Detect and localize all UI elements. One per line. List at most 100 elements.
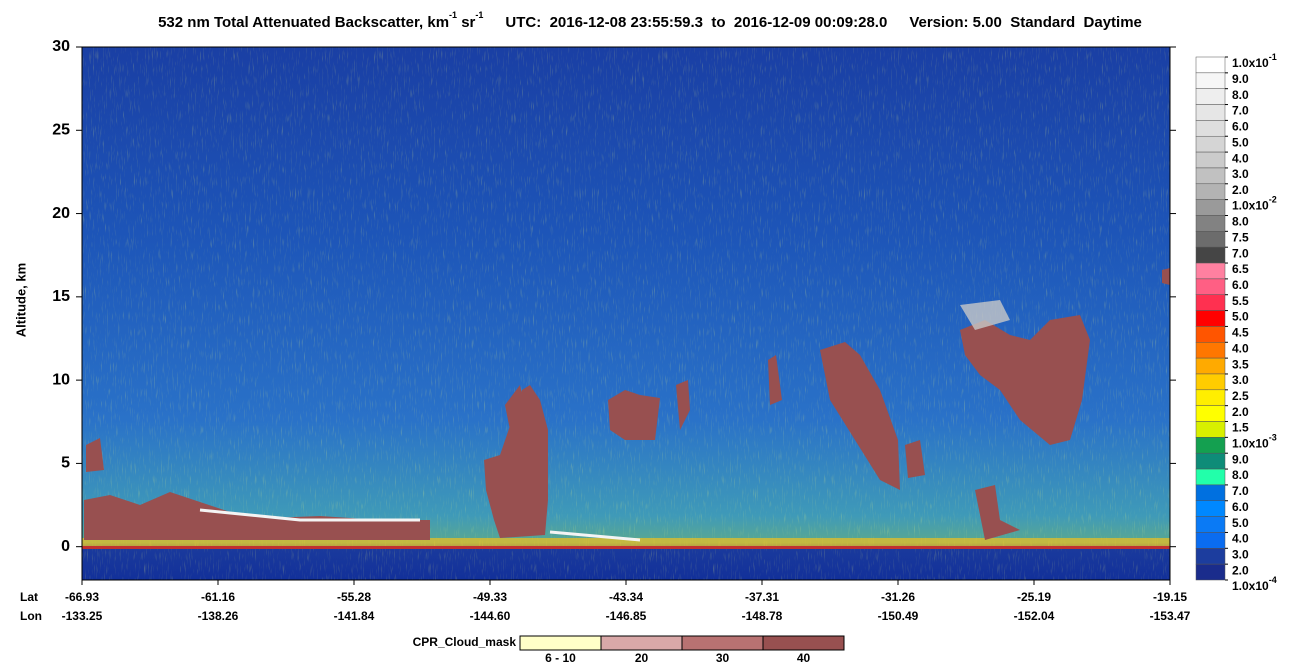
- colorbar-label: 3.0: [1232, 547, 1249, 561]
- colorbar-label-base: 1.0x10: [1232, 579, 1269, 593]
- colorbar-swatch: [1195, 120, 1226, 137]
- colorbar-swatch: [1195, 56, 1226, 74]
- x-tick-label: -43.34: [609, 590, 643, 604]
- mask-legend-value: 20: [635, 651, 649, 665]
- colorbar-label: 4.0: [1232, 341, 1249, 355]
- x-tick-label: -146.85: [606, 609, 647, 623]
- colorbar-label: 4.0: [1232, 532, 1249, 546]
- colorbar-label: 4.5: [1232, 326, 1249, 340]
- y-tick-label: 30: [52, 38, 70, 55]
- x-tick-label: -61.16: [201, 590, 235, 604]
- y-tick-label: 20: [52, 205, 70, 222]
- colorbar-label: 1.0x10-3: [1232, 433, 1277, 451]
- chart-title: 532 nm Total Attenuated Backscatter, km-…: [158, 10, 1142, 31]
- colorbar-swatch: [1195, 215, 1226, 232]
- colorbar-label: 8.0: [1232, 215, 1249, 229]
- backscatter-field: [82, 47, 1170, 580]
- mask-legend-swatch: [519, 635, 602, 651]
- colorbar-swatch: [1195, 310, 1226, 327]
- colorbar-swatch: [1195, 135, 1226, 153]
- colorbar-label: 5.0: [1232, 310, 1249, 324]
- y-tick-label: 15: [52, 288, 70, 305]
- colorbar-swatch: [1195, 484, 1226, 502]
- mask-legend-swatch: [600, 635, 683, 651]
- colorbar-label: 1.5: [1232, 421, 1249, 435]
- colorbar-label-exp: -3: [1269, 433, 1277, 443]
- colorbar-swatch: [1195, 199, 1226, 216]
- colorbar-label: 2.0: [1232, 405, 1249, 419]
- colorbar-swatch: [1195, 88, 1226, 105]
- x-tick-label: -141.84: [334, 609, 375, 623]
- colorbar-label: 4.0: [1232, 151, 1249, 165]
- colorbar-label: 3.5: [1232, 357, 1249, 371]
- colorbar-swatch: [1195, 104, 1226, 121]
- y-tick-label: 25: [52, 122, 70, 139]
- mask-legend-value: 30: [716, 651, 730, 665]
- colorbar-swatch: [1195, 452, 1226, 470]
- colorbar-label: 6.0: [1232, 500, 1249, 514]
- colorbar-swatch: [1195, 183, 1226, 200]
- x-tick-label: -144.60: [470, 609, 511, 623]
- colorbar-label: 6.5: [1232, 262, 1249, 276]
- colorbar-swatch: [1195, 373, 1226, 391]
- colorbar-label: 2.0: [1232, 563, 1249, 577]
- y-tick-label: 5: [61, 455, 70, 472]
- colorbar-label-exp: -2: [1269, 195, 1277, 205]
- colorbar-swatch: [1195, 548, 1226, 565]
- colorbar-label: 8.0: [1232, 88, 1249, 102]
- colorbar-label: 9.0: [1232, 452, 1249, 466]
- x-tick-label: -148.78: [742, 609, 783, 623]
- colorbar-label: 5.0: [1232, 516, 1249, 530]
- colorbar-label: 7.0: [1232, 484, 1249, 498]
- colorbar-label: 5.5: [1232, 294, 1249, 308]
- x-tick-label: -133.25: [62, 609, 103, 623]
- colorbar-label-exp: -4: [1269, 575, 1277, 585]
- colorbar-swatch: [1195, 342, 1226, 359]
- x-tick-label: -19.15: [1153, 590, 1187, 604]
- x-tick-label: -152.04: [1014, 609, 1055, 623]
- colorbar-swatch: [1195, 437, 1226, 454]
- x-tick-label: -138.26: [198, 609, 239, 623]
- colorbar-swatch: [1195, 72, 1226, 89]
- colorbar-label: 1.0x10-1: [1232, 52, 1277, 70]
- mask-legend-swatch: [681, 635, 764, 651]
- colorbar-label: 2.5: [1232, 389, 1249, 403]
- mask-legend-value: 40: [797, 651, 811, 665]
- colorbar-label: 7.0: [1232, 104, 1249, 118]
- y-tick-label: 10: [52, 371, 70, 388]
- colorbar-label-base: 1.0x10: [1232, 56, 1269, 70]
- colorbar-swatch: [1195, 151, 1226, 169]
- colorbar-swatch: [1195, 167, 1226, 185]
- y-axis-label: Altitude, km: [13, 263, 28, 337]
- colorbar-label-base: 1.0x10: [1232, 199, 1269, 213]
- x-tick-label: -153.47: [1150, 609, 1191, 623]
- colorbar-swatch: [1195, 231, 1226, 248]
- x-tick-label: -49.33: [473, 590, 507, 604]
- x-row-name: Lon: [20, 609, 42, 623]
- colorbar-label: 6.0: [1232, 278, 1249, 292]
- colorbar-swatch: [1195, 326, 1226, 343]
- x-tick-label: -55.28: [337, 590, 371, 604]
- colorbar-swatch: [1195, 516, 1226, 533]
- colorbar-swatch: [1195, 357, 1226, 375]
- mask-legend-value: 6 - 10: [545, 651, 576, 665]
- x-tick-label: -31.26: [881, 590, 915, 604]
- cloud-mask-shapes: [84, 268, 1170, 540]
- mask-legend-swatch: [762, 635, 845, 651]
- colorbar-swatch: [1195, 421, 1226, 438]
- x-tick-label: -37.31: [745, 590, 779, 604]
- colorbar-swatch: [1195, 500, 1226, 517]
- colorbar-label: 6.0: [1232, 120, 1249, 134]
- colorbar-swatch: [1195, 532, 1226, 549]
- colorbar-swatch: [1195, 294, 1226, 311]
- colorbar-label: 5.0: [1232, 135, 1249, 149]
- colorbar-label: 7.0: [1232, 246, 1249, 260]
- colorbar-label: 8.0: [1232, 468, 1249, 482]
- colorbar-label-exp: -1: [1269, 52, 1277, 62]
- colorbar-label: 7.5: [1232, 231, 1249, 245]
- y-tick-label: 0: [61, 538, 70, 555]
- colorbar-label: 3.0: [1232, 373, 1249, 387]
- colorbar-label: 1.0x10-2: [1232, 195, 1277, 213]
- colorbar-label: 9.0: [1232, 72, 1249, 86]
- colorbar-swatch: [1195, 246, 1226, 264]
